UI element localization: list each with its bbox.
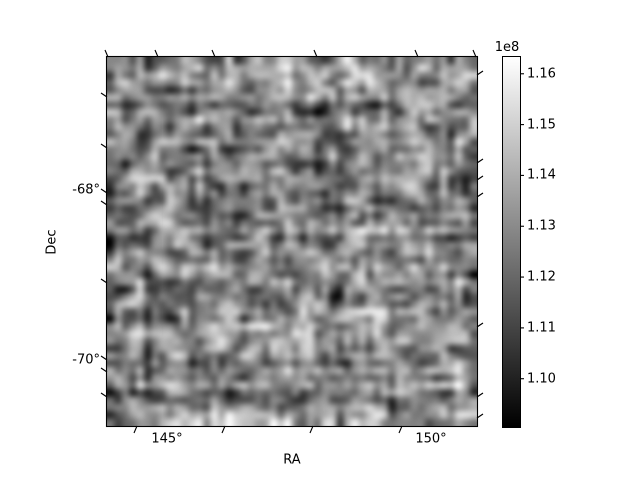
colorbar-tick-label: 1.16 [527, 66, 556, 82]
colorbar-offset-label: 1e8 [494, 40, 520, 55]
x-tick-label: 145° [151, 431, 183, 447]
y-tick-label: -70° [72, 352, 100, 368]
colorbar-tick-label: 1.14 [527, 167, 556, 183]
colorbar-tick-label: 1.12 [527, 269, 556, 285]
heatmap-image [107, 57, 477, 426]
x-axis-label: RA [283, 452, 301, 468]
colorbar-tick-label: 1.10 [527, 371, 556, 387]
colorbar [502, 56, 521, 428]
colorbar-tick-label: 1.15 [527, 117, 556, 133]
x-tick-label: 150° [415, 431, 447, 447]
colorbar-tick-label: 1.13 [527, 218, 556, 234]
colorbar-tick-label: 1.11 [527, 320, 556, 336]
y-axis-label: Dec [44, 229, 60, 255]
y-tick-label: -68° [72, 182, 100, 198]
